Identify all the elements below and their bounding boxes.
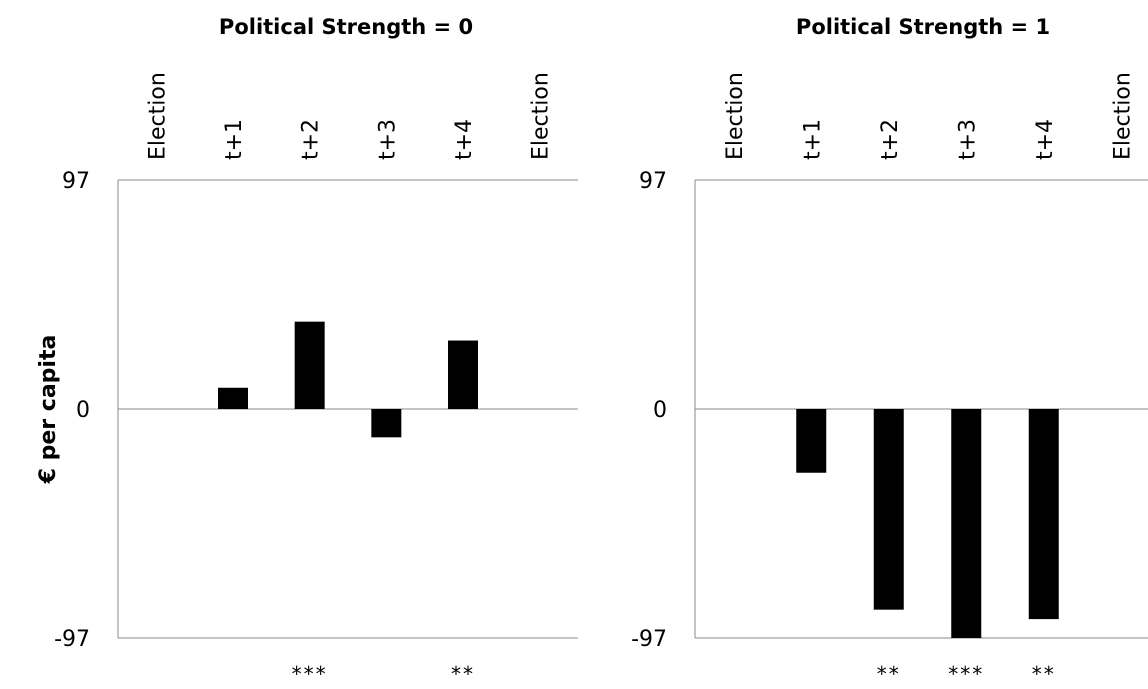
significance-marker: **	[451, 662, 475, 686]
x-category-label: t+1	[222, 119, 247, 160]
chart-title: Political Strength = 1	[796, 15, 1050, 39]
significance-marker: **	[1032, 662, 1056, 686]
x-category-label: t+2	[299, 119, 324, 160]
chart-panel-political-strength-1: Political Strength = 1 97 0 -97 Election t+1 t…	[631, 15, 1148, 686]
x-category-label: Election	[1110, 72, 1135, 160]
bar-tplus3	[951, 409, 982, 638]
chart-title: Political Strength = 0	[219, 15, 473, 39]
x-category-label: t+3	[955, 119, 980, 160]
significance-marker: ***	[948, 662, 984, 686]
bar-tplus4	[1028, 409, 1059, 620]
y-tick-label: -97	[54, 627, 90, 652]
x-category-label: Election	[145, 72, 170, 160]
x-category-label: t+4	[452, 119, 477, 160]
x-category-label: t+3	[375, 119, 400, 160]
bar-tplus1	[218, 387, 248, 409]
y-tick-label: 97	[62, 169, 90, 194]
significance-marker: **	[877, 662, 901, 686]
y-tick-label: -97	[631, 627, 667, 652]
bar-tplus2	[294, 321, 325, 409]
y-tick-label: 97	[639, 169, 667, 194]
x-category-label: t+1	[800, 119, 825, 160]
bar-tplus3	[371, 409, 402, 438]
x-category-label: Election	[529, 72, 554, 160]
y-tick-label: 0	[653, 398, 667, 423]
x-category-label: Election	[723, 72, 748, 160]
y-tick-label: 0	[76, 398, 90, 423]
x-category-label: t+4	[1033, 119, 1058, 160]
significance-marker: ***	[292, 662, 328, 686]
bar-tplus2	[873, 409, 904, 610]
bar-tplus4	[448, 340, 478, 409]
chart-panel-political-strength-0: Political Strength = 0 97 0 -97 Election t+1 t…	[54, 15, 578, 686]
y-axis-label: € per capita	[36, 335, 61, 485]
x-category-label: t+2	[878, 119, 903, 160]
bar-tplus1	[796, 409, 827, 473]
